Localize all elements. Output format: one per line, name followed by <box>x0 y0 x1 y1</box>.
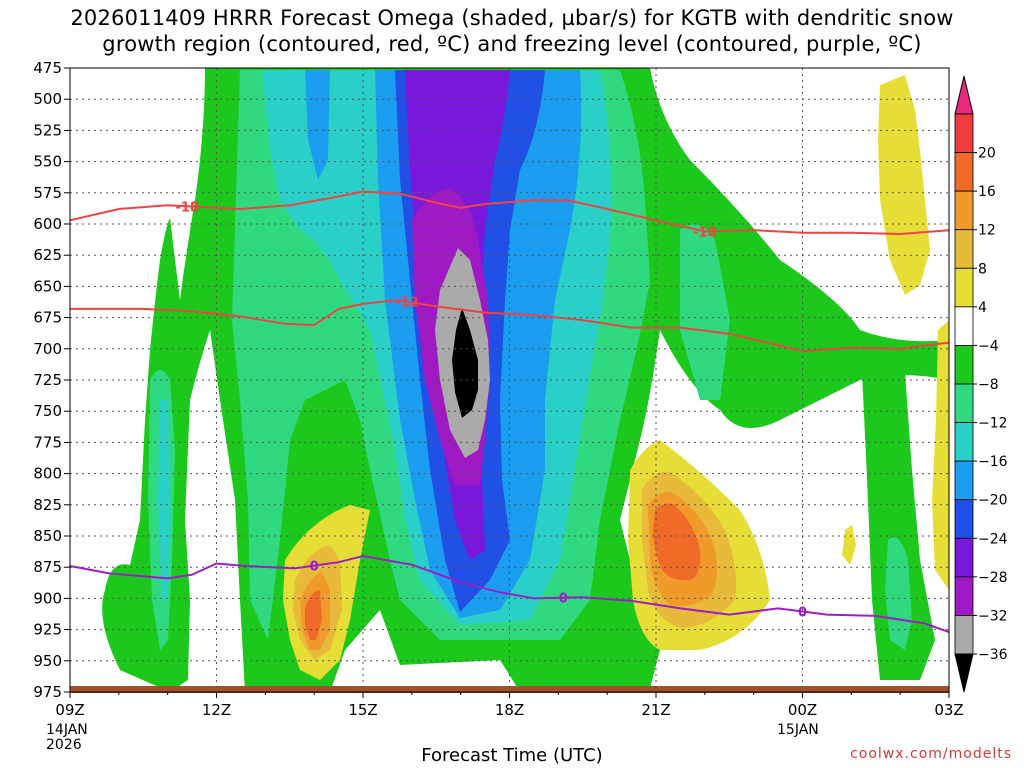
colorbar-label: 8 <box>978 261 987 277</box>
x-tick-label: 03Z <box>934 701 963 719</box>
omega-region-mint-right <box>680 224 730 400</box>
contour-label: -18 <box>175 200 199 215</box>
y-tick-label: 750 <box>33 402 62 420</box>
omega-region-yellow-3 <box>878 75 930 295</box>
contour-lines: -18 -18 -12 0 0 0 <box>69 190 950 634</box>
omega-region-mint-right2 <box>885 537 912 650</box>
y-tick-label: 825 <box>33 496 62 514</box>
x-axis: 09Z 12Z 15Z 18Z 21Z 00Z 03Z <box>55 692 964 719</box>
chart-title-line-1: 2026011409 HRRR Forecast Omega (shaded, … <box>70 6 954 30</box>
start-date-day: 14JAN <box>46 722 88 738</box>
y-tick-label: 875 <box>33 558 62 576</box>
y-tick-label: 625 <box>33 246 62 264</box>
y-axis: 475 500 525 550 575 600 625 650 675 700 725 750 775 8… <box>33 59 70 701</box>
y-tick-label: 725 <box>33 371 62 389</box>
omega-region-darkorange-2 <box>653 503 701 581</box>
colorbar-label: −8 <box>978 377 999 393</box>
colorbar-swatch <box>954 229 974 269</box>
colorbar-swatch <box>954 190 974 231</box>
colorbar-label: −36 <box>978 647 1008 663</box>
y-tick-label: 650 <box>33 277 62 295</box>
colorbar-swatch <box>954 267 974 308</box>
colorbar-swatch <box>954 383 974 423</box>
y-tick-label: 525 <box>33 121 62 139</box>
colorbar-label: 20 <box>978 146 996 162</box>
credit-link[interactable]: coolwx.com/modelts <box>850 746 1012 762</box>
omega-region-yellow-5 <box>842 525 856 565</box>
colorbar-swatch <box>954 306 974 346</box>
y-tick-label: 575 <box>33 184 62 202</box>
omega-region-yellow-4 <box>932 320 949 590</box>
y-tick-label: 800 <box>33 465 62 483</box>
mid-date-label: 15JAN <box>777 723 819 738</box>
contour-label: 0 <box>798 606 807 621</box>
x-tick-label: 09Z <box>55 701 84 719</box>
y-tick-label: 475 <box>33 59 62 77</box>
x-tick-label: 15Z <box>348 701 377 719</box>
colorbar-label: −16 <box>978 454 1008 470</box>
colorbar-label: −32 <box>978 608 1008 624</box>
colorbar-swatch <box>954 537 974 578</box>
colorbar-swatch <box>954 615 974 655</box>
colorbar-label: 12 <box>978 223 996 239</box>
y-tick-label: 925 <box>33 621 62 639</box>
colorbar-swatch <box>954 576 974 616</box>
y-tick-label: 700 <box>33 340 62 358</box>
start-date-year: 2026 <box>46 737 82 753</box>
colorbar-label: −20 <box>978 493 1008 509</box>
contour-line-0 <box>69 554 950 634</box>
y-tick-label: 950 <box>33 652 62 670</box>
colorbar-swatch <box>954 499 974 539</box>
y-tick-label: 975 <box>33 683 62 701</box>
omega-region-darkorange-1 <box>305 590 322 640</box>
colorbar-top-triangle <box>954 75 974 115</box>
y-tick-label: 775 <box>33 433 62 451</box>
y-tick-label: 675 <box>33 309 62 327</box>
y-tick-label: 900 <box>33 589 62 607</box>
x-tick-label: 00Z <box>788 701 817 719</box>
colorbar-swatch <box>954 422 974 462</box>
y-tick-label: 550 <box>33 153 62 171</box>
colorbar-swatch <box>954 152 974 192</box>
omega-region-black <box>452 308 478 418</box>
y-tick-label: 500 <box>33 90 62 108</box>
colorbar-swatch <box>954 113 974 153</box>
colorbar-label: −12 <box>978 416 1008 432</box>
colorbar-label: −24 <box>978 531 1008 547</box>
contour-label: 0 <box>559 592 568 607</box>
contour-label: 0 <box>310 560 319 575</box>
mid-date-day: 15JAN <box>777 722 819 738</box>
colorbar-label: −4 <box>978 338 999 354</box>
ground-strip <box>70 686 949 693</box>
omega-region-teal-left <box>158 400 170 600</box>
colorbar-swatch <box>954 460 974 501</box>
colorbar-label: 4 <box>978 300 987 316</box>
contour-line--12 <box>70 299 950 353</box>
y-tick-label: 850 <box>33 527 62 545</box>
x-tick-label: 21Z <box>641 701 670 719</box>
start-date-label: 14JAN 2026 <box>46 723 88 753</box>
chart-title-line-2: growth region (contoured, red, ºC) and f… <box>102 32 922 56</box>
colorbar-label: 16 <box>978 184 996 200</box>
x-tick-label: 18Z <box>495 701 524 719</box>
x-tick-label: 12Z <box>202 701 231 719</box>
gridlines <box>70 68 949 692</box>
colorbar-label: −28 <box>978 570 1008 586</box>
omega-region-green-right <box>862 372 935 680</box>
colorbar: 20 16 12 8 4 −4 −8 −12 −16 −20 −24 −28 −32 −36 <box>954 75 1008 693</box>
colorbar-bottom-triangle <box>954 653 974 693</box>
colorbar-swatch <box>954 345 974 385</box>
contour-label: -12 <box>395 296 419 311</box>
x-axis-title: Forecast Time (UTC) <box>421 745 603 766</box>
contour-label: -18 <box>693 225 717 240</box>
contour-line--18 <box>69 190 950 236</box>
y-tick-label: 600 <box>33 215 62 233</box>
